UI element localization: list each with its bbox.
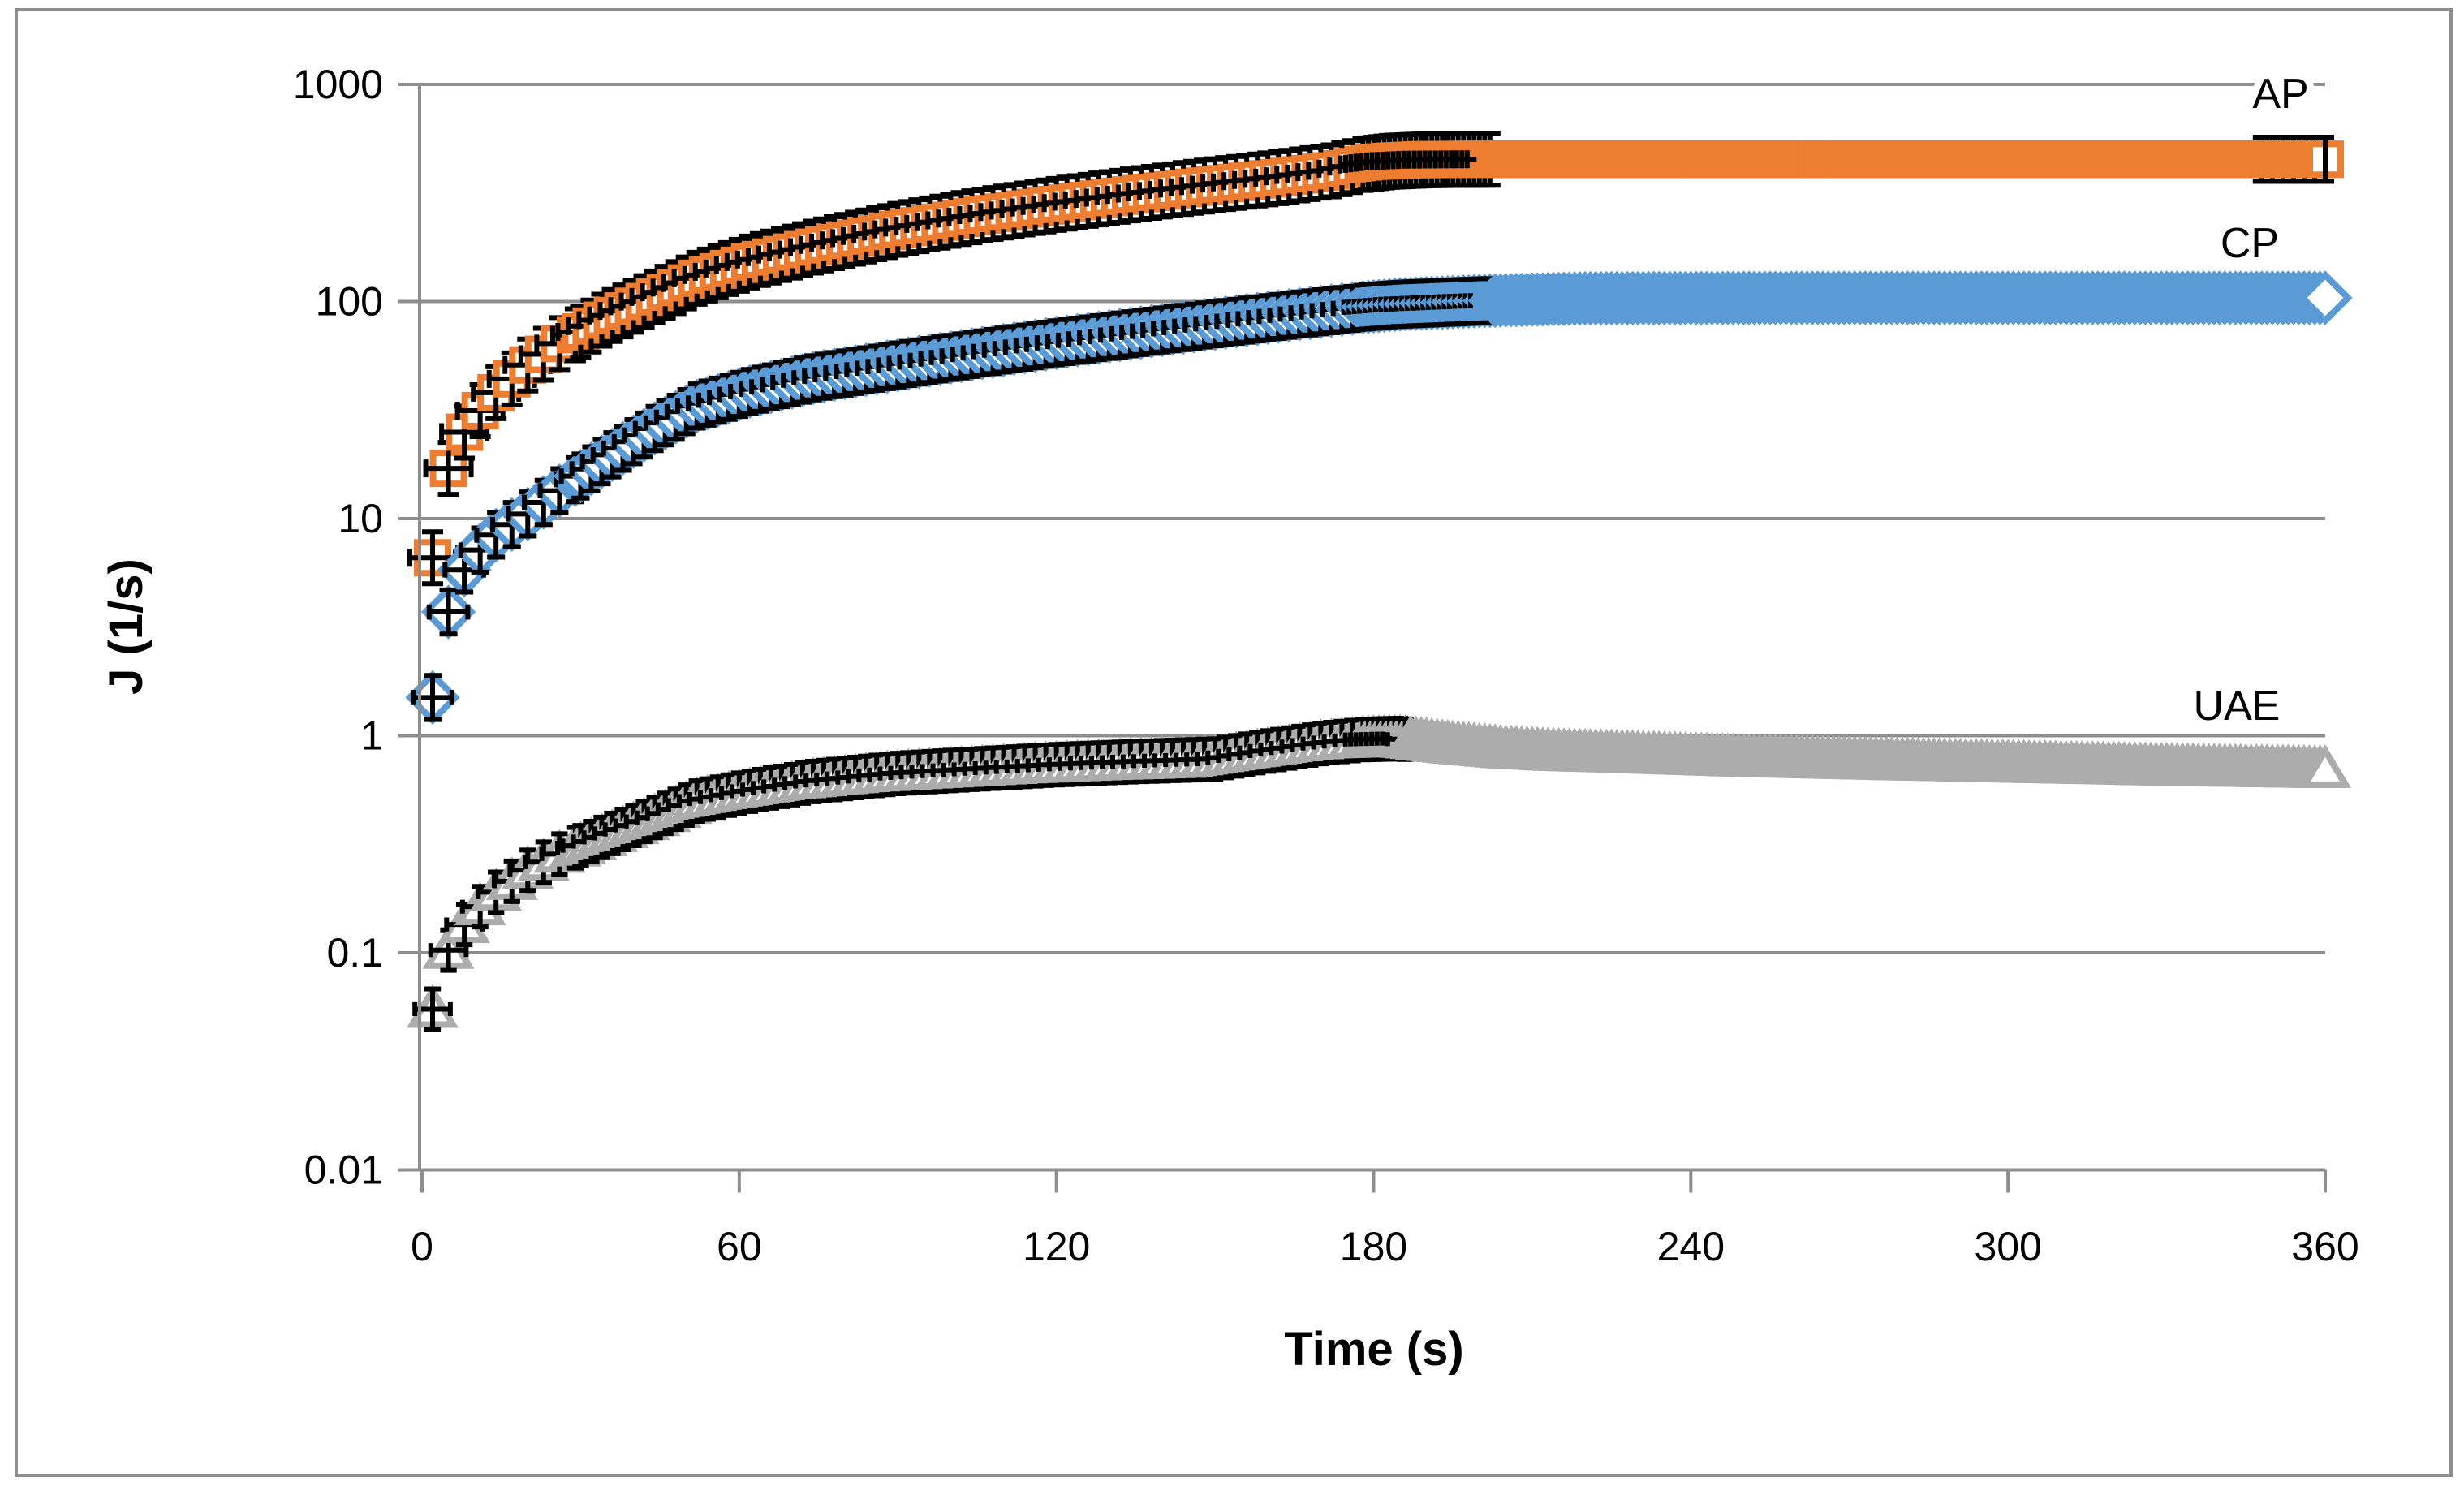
error-bar (426, 587, 471, 637)
x-tick-label: 240 (1657, 1224, 1725, 1269)
series-CP (405, 270, 2353, 726)
axes-group (398, 83, 2327, 1193)
error-bar (2315, 135, 2335, 184)
x-tick-label: 0 (411, 1224, 433, 1269)
series-label-CP: CP (2221, 220, 2279, 267)
y-tick-label: 10 (338, 496, 383, 541)
y-tick-label: 1000 (293, 62, 383, 107)
data-series-group (405, 131, 2353, 1032)
x-tick-label: 60 (717, 1224, 762, 1269)
x-tick-label: 120 (1023, 1224, 1090, 1269)
x-axis-title: Time (s) (1284, 1323, 1463, 1376)
x-tick-label: 180 (1340, 1224, 1407, 1269)
y-tick-label: 1 (360, 713, 383, 759)
series-AP (407, 131, 2344, 587)
x-tick-label: 300 (1974, 1224, 2041, 1269)
y-tick-label: 0.1 (326, 930, 383, 976)
x-tick-label: 360 (2291, 1224, 2358, 1269)
series-UAE (406, 713, 2352, 1032)
y-axis-title: J (1/s) (100, 558, 153, 695)
y-tick-label: 0.01 (304, 1148, 383, 1193)
marker-diamond (2298, 270, 2353, 325)
axis-text-group: 1000 100 10 1 0.1 0.01 0 60 120 180 240 300 360 Time … (100, 62, 2359, 1376)
error-bar (407, 529, 459, 587)
marker-triangle (2298, 744, 2352, 788)
figure-border (15, 8, 2453, 1477)
error-bar (412, 986, 453, 1032)
series-label-AP: AP (2252, 71, 2308, 118)
series-labels-group: AP CP UAE (2186, 63, 2316, 737)
y-tick-label: 100 (316, 279, 383, 325)
series-label-UAE: UAE (2194, 683, 2281, 730)
error-bar (411, 673, 454, 722)
